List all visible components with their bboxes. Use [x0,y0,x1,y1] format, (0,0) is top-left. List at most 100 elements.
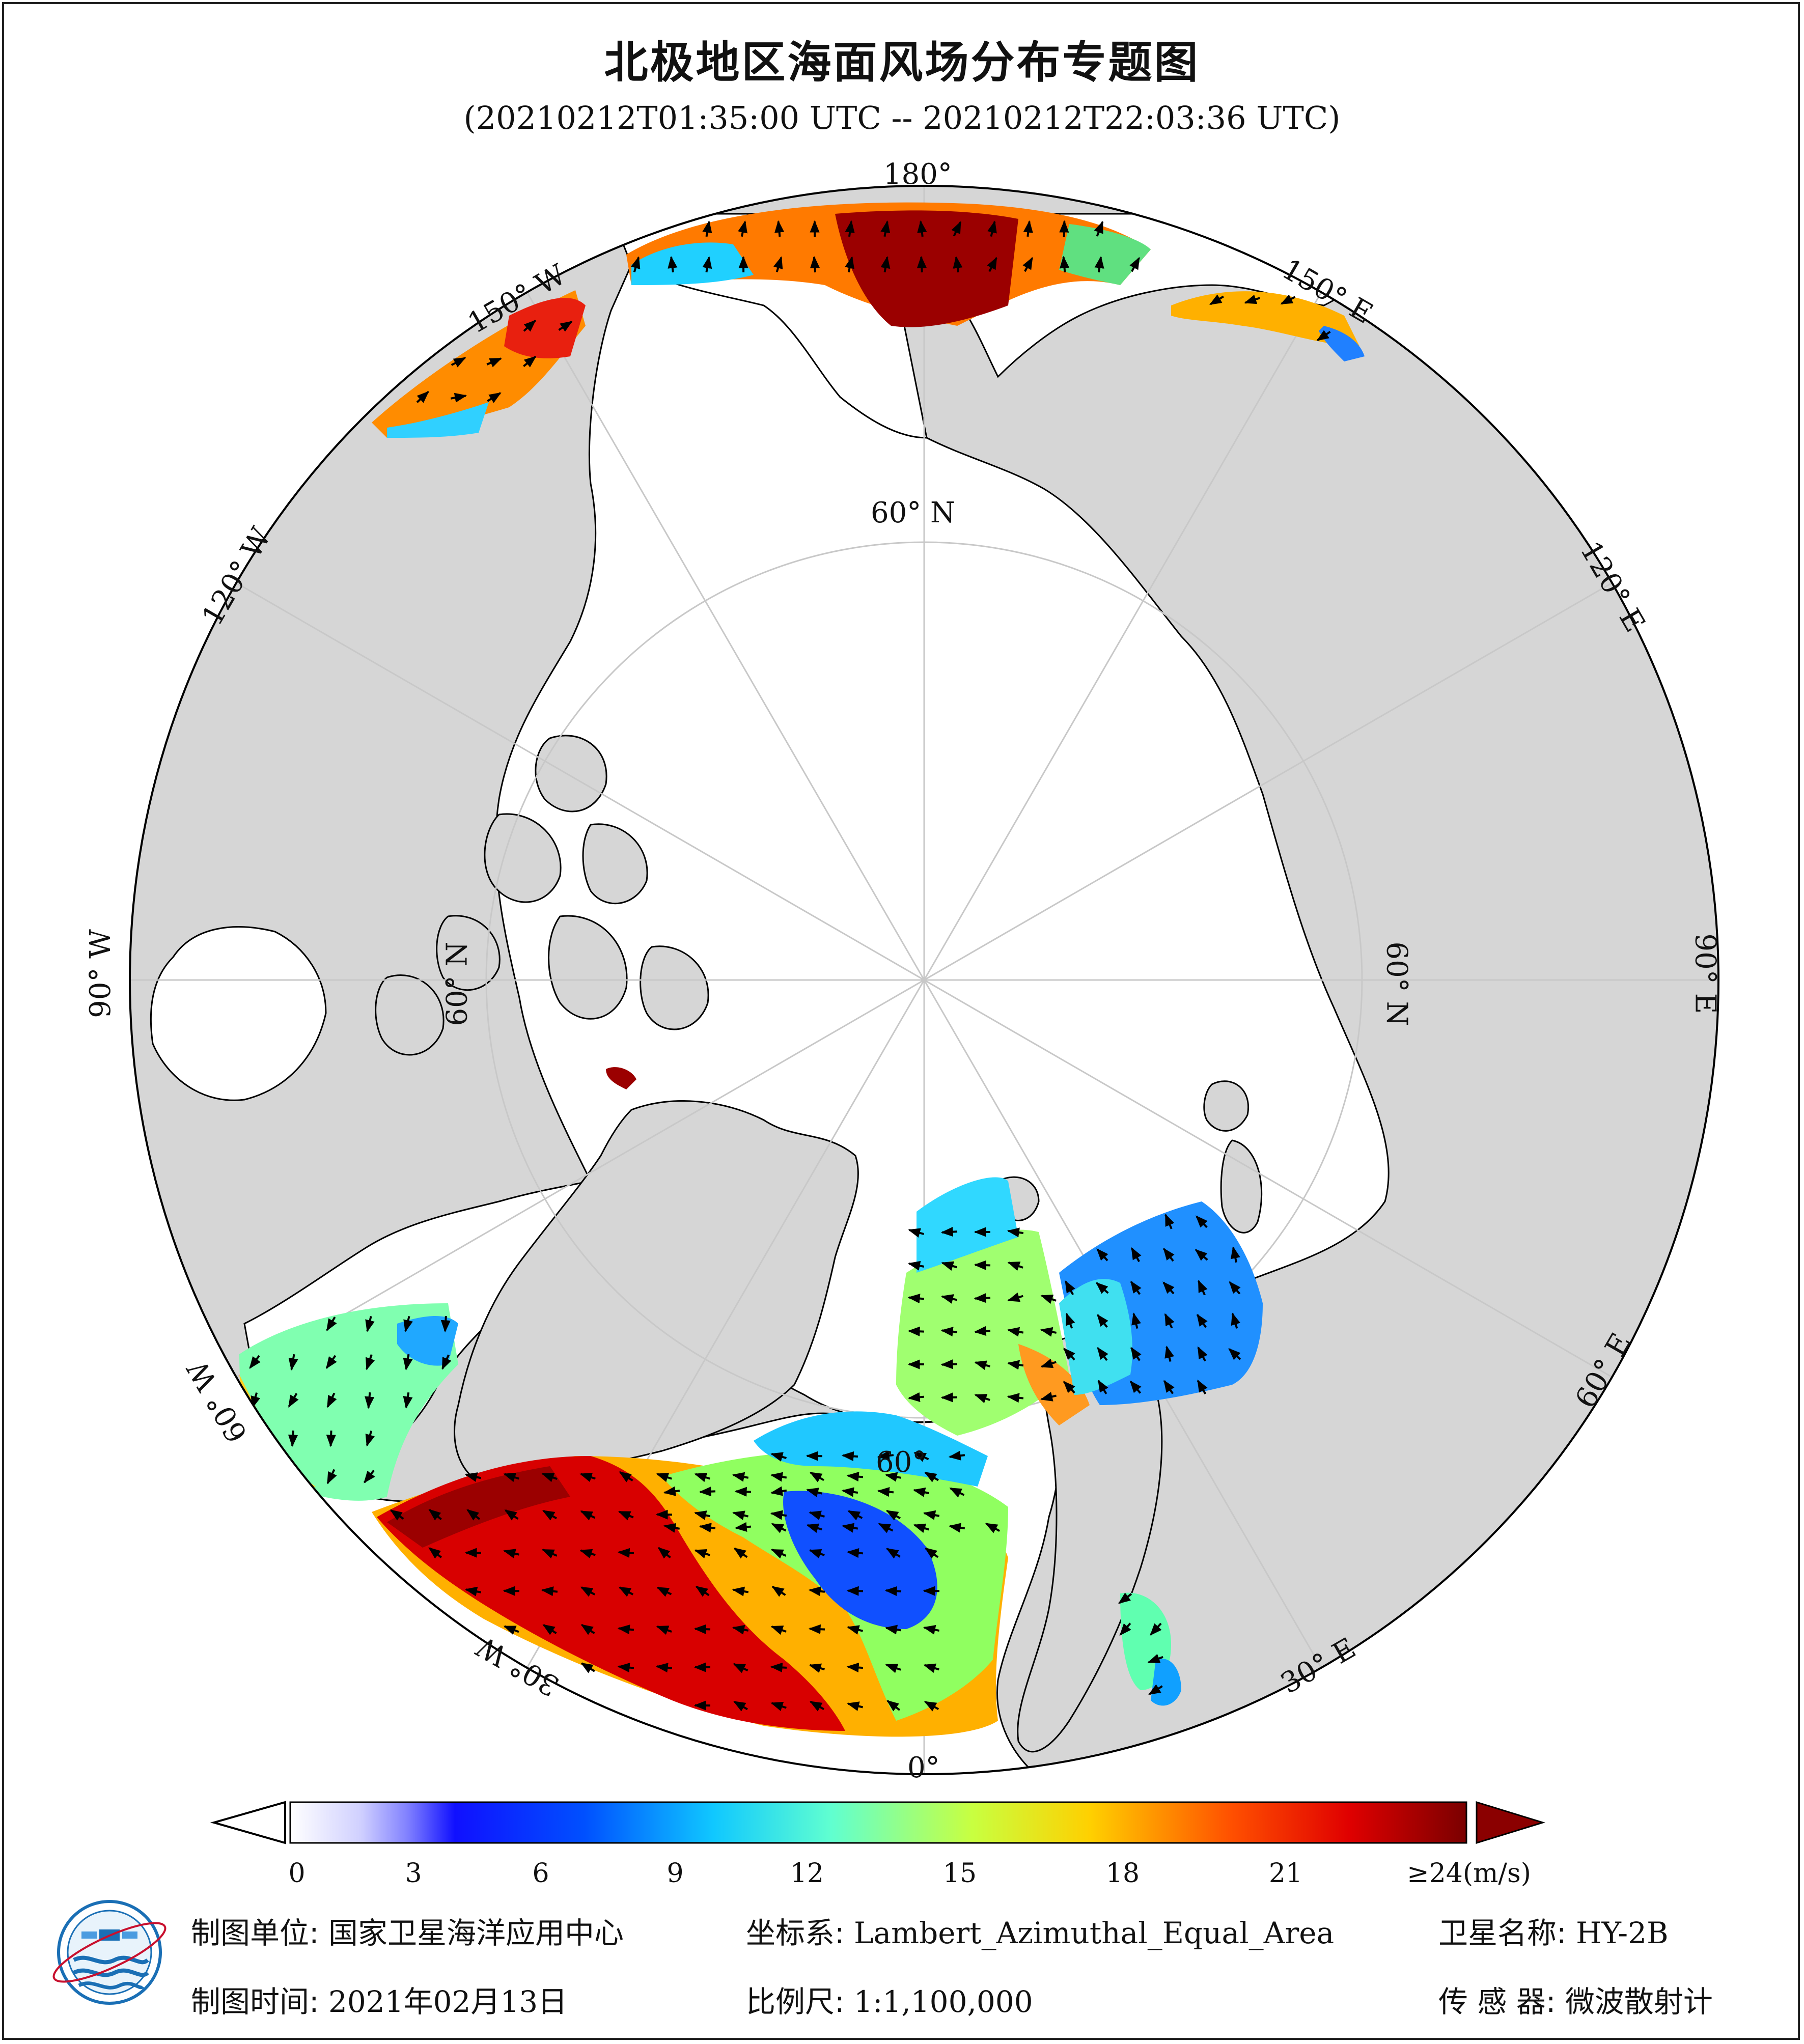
wind-arrow [908,1228,924,1238]
wind-arrow [326,1317,337,1331]
wind-arrow [913,1451,929,1462]
wind-arrow [940,1392,958,1403]
map-content [130,186,1718,1774]
wind-arrow [618,1586,634,1597]
wind-arrow [770,1472,787,1482]
wind-arrow [1150,1622,1162,1636]
swath-atlantic-red [377,1456,845,1731]
wind-arrow [806,1523,822,1533]
swath-nordic-blue [783,1491,937,1629]
wind-arrow [1040,1392,1057,1402]
footer-crs-label: 坐标系: [746,1916,845,1950]
wind-arrow [880,256,891,273]
wind-arrow [1163,1248,1175,1262]
wind-arrow [617,1663,634,1673]
wind-arrow [771,1549,787,1559]
wind-arrow [912,1487,930,1497]
wind-arrow [770,1701,787,1712]
wind-arrow [504,1509,519,1521]
swath-greenland-sea-orange [1018,1344,1090,1425]
footer-org-label: 制图单位: [191,1916,319,1950]
wind-arrow [364,1469,375,1483]
wind-arrow [841,1487,858,1497]
wind-arrow [770,1626,787,1635]
wind-arrow [733,1700,748,1712]
wind-arrow [949,1487,965,1498]
wind-arrow [1164,1346,1174,1362]
wind-arrow [1164,1213,1175,1229]
colorbar-unit: (m/s) [1462,1858,1531,1889]
wind-arrow [630,256,641,272]
wind-arrow [1119,1622,1131,1636]
wind-arrow [1229,1281,1241,1295]
wind-arrow [877,1450,894,1461]
wind-arrow [917,256,927,273]
lat-label-top: 60° N [871,496,956,529]
lon-label-0: 0° [907,1751,940,1784]
footer-sat-value: HY-2B [1575,1916,1669,1950]
wind-arrow [580,1624,595,1635]
wind-arrow [847,1701,864,1711]
wind-arrow [733,1547,748,1559]
wind-arrow [1131,1312,1141,1329]
wind-arrow [1065,1312,1075,1329]
wind-arrow [1063,1381,1075,1394]
colorbar-tick-15: 15 [942,1858,977,1889]
wind-arrow [1147,1654,1163,1664]
wind-arrow [923,1663,939,1673]
wind-arrow [845,256,854,273]
wind-arrow [941,1261,957,1271]
wind-arrow [987,257,997,272]
wind-arrow [1097,1380,1108,1394]
colorbar-tick-18: 18 [1105,1858,1140,1889]
colorbar-tick-0: 0 [288,1858,306,1889]
swath-labrador [239,1303,458,1501]
footer-crs-value: Lambert_Azimuthal_Equal_Area [853,1916,1335,1950]
colorbar-tick-24-value: ≥24 [1407,1858,1463,1889]
wind-arrow [913,1523,929,1533]
wind-arrow [924,1471,939,1482]
wind-arrow [841,1451,858,1462]
wind-arrow [1094,256,1104,273]
wind-arrow [810,256,820,273]
wind-arrow [326,1469,337,1485]
wind-arrow [541,1473,558,1482]
wind-arrow [907,1392,925,1402]
wind-arrow [773,256,783,272]
colorbar-tick-24: ≥24(m/s) [1407,1858,1531,1889]
wind-arrow [738,220,747,237]
wind-arrow [771,1523,787,1533]
swath-alaska-red [504,298,586,358]
wind-arrow [487,392,502,403]
footer-crs: 坐标系: Lambert_Azimuthal_Equal_Area [746,1909,1334,1952]
wind-arrow [326,1392,337,1408]
colorbar-tick-12: 12 [790,1858,824,1889]
wind-arrow [917,220,927,237]
wind-arrow [948,1523,965,1533]
wind-arrow [974,1260,991,1270]
wind-arrow [249,1355,261,1369]
wind-arrow [1007,1262,1023,1271]
wind-arrow [734,1487,752,1497]
wind-arrow [365,1315,375,1332]
wind-arrow [451,357,466,368]
wind-arrow [948,1450,965,1461]
wind-arrow [655,1663,673,1673]
wind-arrow [923,1510,940,1520]
wind-arrow [403,1354,413,1371]
wind-arrow [1280,294,1296,305]
wind-arrow [503,1472,519,1482]
wind-arrow [846,1662,864,1673]
wind-arrow [924,1547,939,1559]
footer-org-value: 国家卫星海洋应用中心 [328,1916,624,1950]
wind-arrow [580,1510,596,1521]
wind-arrow [1162,1281,1175,1295]
wind-arrow [523,320,536,332]
wind-arrow [770,1510,787,1520]
wind-arrow [288,1430,298,1447]
wind-arrow [1316,330,1331,342]
swath-bering-green [1059,224,1151,285]
wind-arrow [579,1472,596,1482]
wind-arrow [663,1523,680,1533]
